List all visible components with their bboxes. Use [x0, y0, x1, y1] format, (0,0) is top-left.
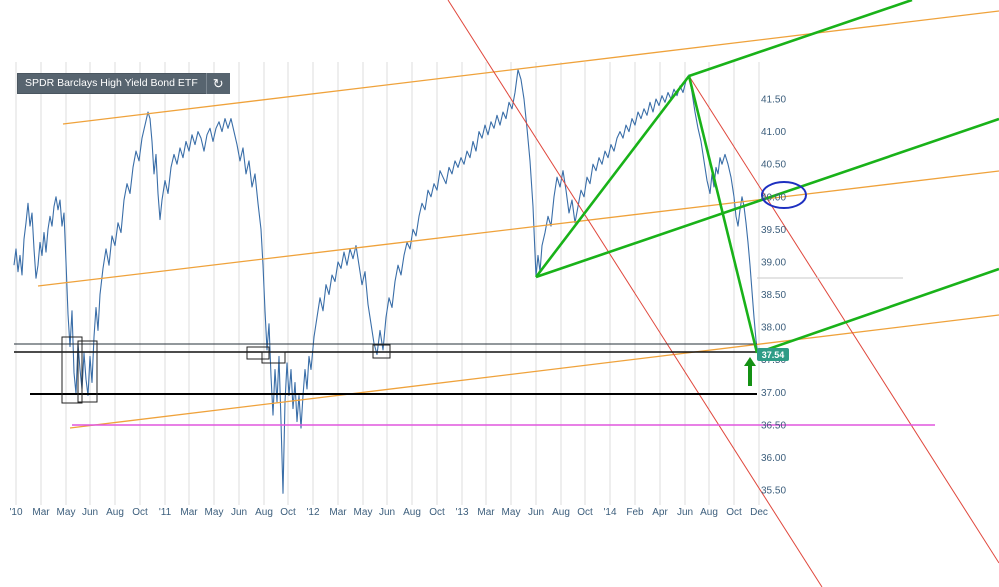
x-axis-label: '13	[455, 507, 468, 518]
y-axis-label: 36.00	[761, 453, 786, 464]
price-line	[13, 69, 759, 494]
title-divider	[205, 73, 207, 94]
x-axis-label: '12	[306, 507, 319, 518]
x-axis-label: Aug	[552, 507, 570, 518]
annotation-box[interactable]	[77, 340, 98, 403]
x-axis-label: '14	[603, 507, 616, 518]
x-axis-label: May	[57, 507, 76, 518]
x-axis-label: Oct	[132, 507, 148, 518]
last-price-tag	[757, 348, 789, 361]
y-axis-label: 39.00	[761, 257, 786, 268]
annotation-box[interactable]	[372, 344, 391, 359]
y-axis-label: 41.50	[761, 95, 786, 106]
chart-title-box: SPDR Barclays High Yield Bond ETF ↻	[17, 73, 230, 94]
x-axis-label: Feb	[626, 507, 644, 518]
up-arrow-head[interactable]	[744, 357, 756, 366]
y-axis-label: 35.50	[761, 486, 786, 497]
x-axis-label: May	[205, 507, 224, 518]
x-axis-label: May	[502, 507, 521, 518]
x-axis-label: Mar	[477, 507, 495, 518]
y-axis-label: 38.00	[761, 323, 786, 334]
x-axis-label: '11	[159, 507, 172, 518]
refresh-icon: ↻	[212, 76, 224, 91]
x-axis-label: Mar	[32, 507, 50, 518]
highlight-ellipse[interactable]	[761, 181, 807, 209]
x-axis-label: Mar	[180, 507, 198, 518]
x-axis-label: Jun	[677, 507, 693, 518]
annotation-box[interactable]	[261, 351, 286, 364]
orange-channel-lower[interactable]	[69, 314, 999, 429]
green-impulse-up[interactable]	[534, 75, 691, 278]
chart-title: SPDR Barclays High Yield Bond ETF	[25, 77, 198, 89]
x-axis-label: Dec	[750, 507, 768, 518]
x-axis-label: May	[354, 507, 373, 518]
x-axis-label: Aug	[403, 507, 421, 518]
green-channel-bottom[interactable]	[756, 267, 999, 355]
y-axis-label: 37.00	[761, 388, 786, 399]
green-channel-middle[interactable]	[535, 117, 999, 279]
y-axis-label: 40.50	[761, 160, 786, 171]
x-axis-label: Oct	[577, 507, 593, 518]
refresh-button[interactable]: ↻	[206, 73, 230, 94]
y-axis-label: 36.50	[761, 420, 786, 431]
x-axis-label: Oct	[280, 507, 296, 518]
x-axis-label: Jun	[231, 507, 247, 518]
x-axis-label: Aug	[255, 507, 273, 518]
x-axis-label: Jun	[528, 507, 544, 518]
y-axis-label: 40.00	[761, 192, 786, 203]
x-axis-label: Oct	[429, 507, 445, 518]
annotation-box[interactable]	[246, 346, 270, 360]
y-axis-label: 38.50	[761, 290, 786, 301]
x-axis-label: Apr	[652, 507, 668, 518]
red-downtrend-left[interactable]	[447, 0, 823, 587]
x-axis-label: Jun	[379, 507, 395, 518]
x-axis-label: Aug	[700, 507, 718, 518]
orange-channel-middle[interactable]	[37, 170, 999, 287]
last-price-tag-label: 37.54	[762, 350, 785, 360]
x-axis-label: '10	[9, 507, 22, 518]
x-axis-label: Oct	[726, 507, 742, 518]
orange-channel-upper[interactable]	[62, 10, 999, 125]
green-channel-top[interactable]	[688, 0, 913, 78]
y-axis-label: 41.00	[761, 127, 786, 138]
x-axis-label: Mar	[329, 507, 347, 518]
red-downtrend-right[interactable]	[688, 75, 999, 564]
x-axis-label: Aug	[106, 507, 124, 518]
annotation-box[interactable]	[61, 336, 83, 404]
y-axis-label: 39.50	[761, 225, 786, 236]
x-axis-label: Jun	[82, 507, 98, 518]
